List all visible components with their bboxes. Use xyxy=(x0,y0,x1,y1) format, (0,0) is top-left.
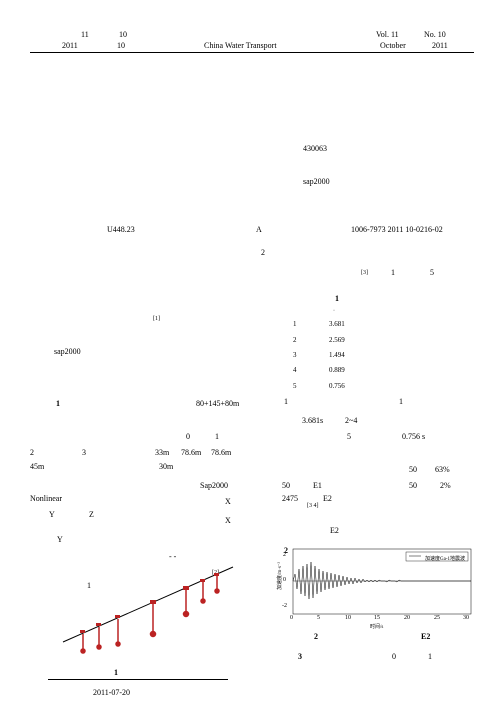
fig1-num: 1 xyxy=(87,581,91,590)
sap2000-2: Sap2000 xyxy=(200,481,228,490)
t24: 2~4 xyxy=(345,416,357,425)
h45: 45m xyxy=(30,462,44,471)
txt-2: 2 xyxy=(261,248,265,257)
tbl-r3v: 1.494 xyxy=(329,351,345,359)
n5c: 5 xyxy=(347,432,351,441)
sap-txt: sap2000 xyxy=(54,347,81,356)
hdr-rule xyxy=(30,52,474,53)
software-name: sap2000 xyxy=(303,177,330,186)
section-3: 3 xyxy=(298,652,302,661)
txt-1g: 1 xyxy=(428,652,432,661)
tbl-r3n: 3 xyxy=(293,351,297,359)
ref-1: [1] xyxy=(153,316,160,322)
axis-x2: X xyxy=(225,516,231,525)
tbl-r5n: 5 xyxy=(293,382,297,390)
txt-5a: 5 xyxy=(430,268,434,277)
fig2-caption: 2 xyxy=(314,632,318,641)
ref-34: [3 4] xyxy=(307,503,319,509)
tbl-dot: · xyxy=(333,308,335,314)
wf-x5: 5 xyxy=(317,615,320,621)
n0: 0 xyxy=(186,432,190,441)
wf-ylabel: 加速度/m·s⁻² xyxy=(276,562,283,590)
tbl-r1v: 3.681 xyxy=(329,320,345,328)
doc-code: A xyxy=(256,225,262,234)
n2475: 2475 xyxy=(282,494,298,503)
hdr-l11: 11 xyxy=(81,30,89,39)
hdr-l10: 10 xyxy=(119,30,127,39)
bridge-model-chart xyxy=(53,557,243,657)
wf-x25: 25 xyxy=(434,615,440,621)
n1d: 1 xyxy=(215,432,219,441)
t0756: 0.756 s xyxy=(402,432,425,441)
txt-1e: 1 xyxy=(284,397,288,406)
p50a: 50 xyxy=(409,465,417,474)
fig1-caption: 1 xyxy=(114,668,118,677)
p50c: 50 xyxy=(282,481,290,490)
txt-1a: 1 xyxy=(391,268,395,277)
wf-x30: 30 xyxy=(463,615,469,621)
hdr-no: No. 10 xyxy=(424,30,446,39)
date-received: 2011-07-20 xyxy=(93,688,130,697)
axis-y: Y xyxy=(49,510,55,519)
postal-code: 430063 xyxy=(303,144,327,153)
hdr-l10b: 10 xyxy=(117,41,125,50)
article-id: 1006-7973 2011 10-0216-02 xyxy=(351,225,443,234)
p2: 2% xyxy=(440,481,451,490)
n2b: 2 xyxy=(30,448,34,457)
t3681: 3.681s xyxy=(302,416,323,425)
wf-ymin: -2 xyxy=(282,603,287,609)
n3b: 3 xyxy=(82,448,86,457)
axis-z: Z xyxy=(89,510,94,519)
tbl-title-1: 1 xyxy=(335,294,339,303)
wf-legend: 加速度Ga-1地震波 xyxy=(425,555,465,562)
e2b: E2 xyxy=(330,526,339,535)
section-1: 1 xyxy=(56,399,60,408)
e2a: E2 xyxy=(323,494,332,503)
span-786b: 78.6m xyxy=(211,448,231,457)
tbl-r4n: 4 xyxy=(293,366,297,374)
tbl-r1n: 1 xyxy=(293,320,297,328)
hdr-month: October xyxy=(380,41,406,50)
tbl-r2v: 2.569 xyxy=(329,336,345,344)
tbl-r2n: 2 xyxy=(293,336,297,344)
class-num: U448.23 xyxy=(107,225,135,234)
tbl-r5v: 0.756 xyxy=(329,382,345,390)
span-30: 30m xyxy=(159,462,173,471)
txt-1f: 1 xyxy=(399,397,403,406)
tbl-r4v: 0.889 xyxy=(329,366,345,374)
span-786a: 78.6m xyxy=(181,448,201,457)
hdr-year: 2011 xyxy=(432,41,448,50)
axis-x: X xyxy=(225,497,231,506)
txt-0: 0 xyxy=(392,652,396,661)
ref-3: [3] xyxy=(361,270,368,276)
hdr-center: China Water Transport xyxy=(204,41,277,50)
wf-y0: 0 xyxy=(283,577,286,583)
e1: E1 xyxy=(313,481,322,490)
axis-y2: Y xyxy=(57,535,63,544)
wf-x20: 20 xyxy=(404,615,410,621)
wf-x0: 0 xyxy=(290,615,293,621)
wf-ymax: 2 xyxy=(283,552,286,558)
fig2-e2: E2 xyxy=(421,632,430,641)
span-33: 33m xyxy=(155,448,169,457)
nonlinear: Nonlinear xyxy=(30,494,62,503)
p50b: 50 xyxy=(409,481,417,490)
wf-xlabel: 时间/s xyxy=(370,623,383,630)
wf-x15: 15 xyxy=(374,615,380,621)
bridge-span: 80+145+80m xyxy=(196,399,239,408)
fig1-rule xyxy=(48,679,228,680)
hdr-vol: Vol. 11 xyxy=(376,30,399,39)
wf-x10: 10 xyxy=(345,615,351,621)
p63: 63% xyxy=(435,465,450,474)
hdr-l2011: 2011 xyxy=(62,41,78,50)
